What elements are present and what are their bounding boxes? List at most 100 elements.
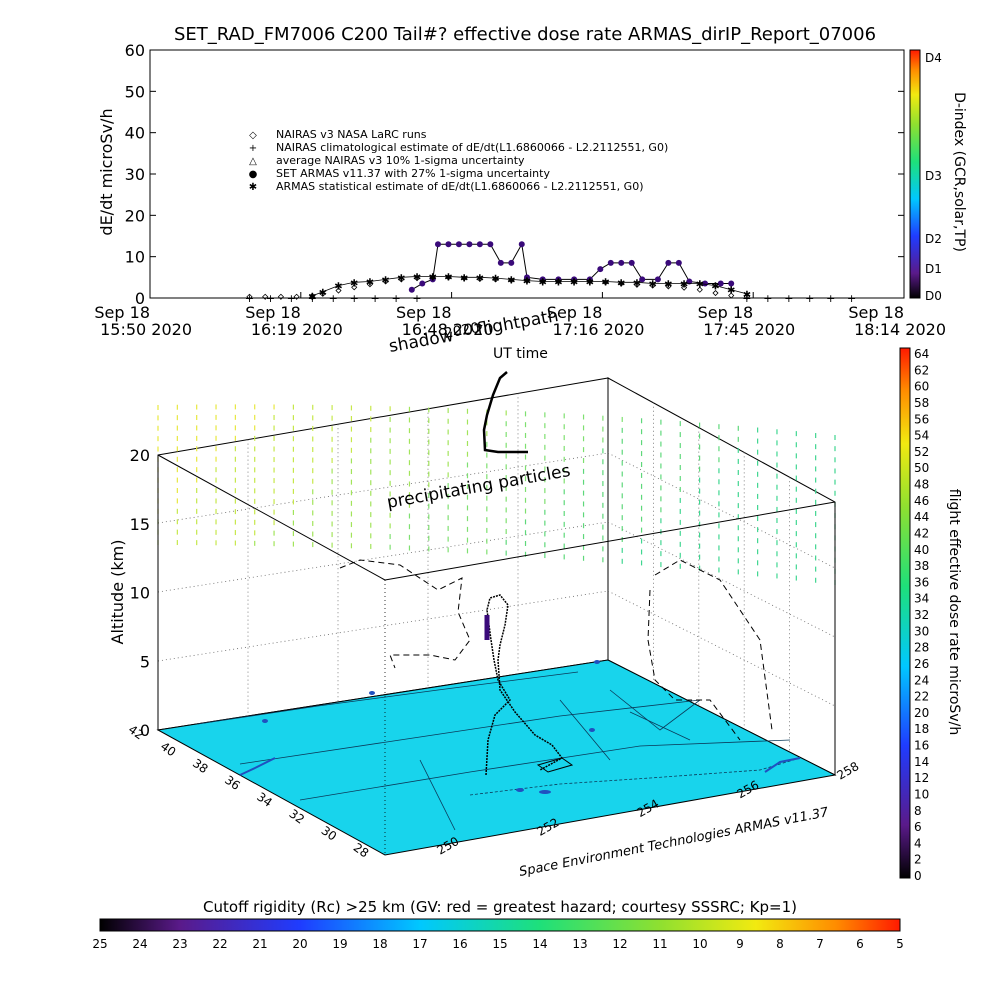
floor-border-line <box>609 689 701 731</box>
dose-rate-tick-label: 62 <box>914 363 929 377</box>
dose-rate-tick-label: 56 <box>914 412 929 426</box>
climatological-point: + <box>329 292 338 305</box>
longitude-tick-label: 258 <box>835 759 862 783</box>
statistical-point: ✱ <box>507 275 515 286</box>
cutoff-rigidity-tick-label: 11 <box>652 937 667 951</box>
flight-path <box>482 371 574 776</box>
nairas-point <box>665 283 672 290</box>
cruise-segment <box>482 371 528 454</box>
floor-border-line <box>419 759 456 831</box>
armas-point <box>497 259 504 266</box>
climatological-point: + <box>266 292 275 305</box>
statistical-point: ✱ <box>648 280 656 291</box>
climatological-point: + <box>287 292 296 305</box>
climatological-point: + <box>412 292 421 305</box>
x-tick-time: 16:19 2020 <box>251 320 343 339</box>
statistical-point: ✱ <box>350 278 358 289</box>
annotation-flightpath: flightpath <box>475 306 560 340</box>
nairas-point <box>445 274 452 281</box>
dose-rate-tick-label: 34 <box>914 592 929 606</box>
armas-point <box>434 241 441 248</box>
y-tick-label: 40 <box>125 124 145 143</box>
nairas-point <box>728 292 735 299</box>
climatological-point: + <box>245 292 254 305</box>
nairas-point <box>602 279 609 286</box>
climatological-point: + <box>805 292 814 305</box>
cutoff-rigidity-tick-label: 6 <box>856 937 864 951</box>
cutoff-rigidity-tick-label: 17 <box>412 937 427 951</box>
dose-rate-tick-label: 44 <box>914 510 929 524</box>
armas-point <box>508 259 515 266</box>
dose-rate-tick-label: 8 <box>914 804 922 818</box>
statistical-point: ✱ <box>429 273 437 284</box>
lake-shape <box>539 790 551 794</box>
dose-rate-tick-label: 6 <box>914 820 922 834</box>
cutoff-rigidity-tick-label: 18 <box>372 937 387 951</box>
altitude-tick-label: 15 <box>130 515 150 534</box>
dose-rate-tick-label: 60 <box>914 380 929 394</box>
lake-shape <box>516 788 524 792</box>
statistical-point: ✱ <box>334 282 342 293</box>
dose-rate-tick-label: 22 <box>914 690 929 704</box>
statistical-point: ✱ <box>696 280 704 291</box>
nairas-point <box>413 275 421 282</box>
floor-water-bodies <box>239 660 801 794</box>
nairas-point <box>293 293 300 300</box>
x-tick-date: Sep 18 <box>94 303 150 322</box>
legend-symbol: + <box>249 143 257 154</box>
legend-symbol: ● <box>249 169 258 180</box>
lake-shape <box>589 728 595 732</box>
dose-rate-tick-label: 58 <box>914 396 929 410</box>
cutoff-rigidity-tick-label: 20 <box>292 937 307 951</box>
cutoff-rigidity-tick-label: 21 <box>252 937 267 951</box>
armas-point <box>466 241 473 248</box>
d-index-colorbar <box>909 49 921 299</box>
cutoff-rigidity-tick-label: 25 <box>92 937 107 951</box>
dose-rate-tick-label: 54 <box>914 429 929 443</box>
climatological-point: + <box>350 292 359 305</box>
d-index-colorbar-ticks: D4 D3 D2 D1 D0 <box>925 51 942 303</box>
altitude-label: Altitude (km) <box>108 540 127 645</box>
dose-rate-tick-label: 18 <box>914 722 929 736</box>
nairas-point <box>319 290 326 297</box>
armas-point <box>654 276 661 283</box>
nairas-point <box>277 293 284 300</box>
cutoff-rigidity-tick-label: 23 <box>172 937 187 951</box>
dose-rate-tick-label: 38 <box>914 559 929 573</box>
cutoff-rigidity-tick-label: 13 <box>572 937 587 951</box>
y-tick-label: 10 <box>125 248 145 267</box>
nairas-point <box>523 277 531 284</box>
legend-label: ARMAS statistical estimate of dE/dt(L1.6… <box>276 180 643 193</box>
lake-shape <box>764 757 801 773</box>
legend-label: SET ARMAS v11.37 with 27% 1-sigma uncert… <box>276 167 550 180</box>
y-tick-label: 0 <box>135 289 145 308</box>
dose-rate-tick-label: 40 <box>914 543 929 557</box>
armas-point <box>717 280 724 287</box>
dose-rate-colorbar <box>899 347 911 879</box>
dose-rate-tick-label: 52 <box>914 445 929 459</box>
cutoff-rigidity-tick-label: 22 <box>212 937 227 951</box>
nairas-point <box>398 276 405 283</box>
climatological-point: + <box>826 292 835 305</box>
statistical-point: ✱ <box>743 290 751 301</box>
dose-rate-tick-label: 50 <box>914 461 929 475</box>
x-tick-date: Sep 18 <box>848 303 904 322</box>
climatological-point: + <box>784 292 793 305</box>
dose-rate-tick-label: 14 <box>914 755 929 769</box>
time-series-series: ✱ ✱✱ ✱ ✱ ✱ ✱ ✱ ✱ ✱ ✱ ✱ ✱ ✱ ✱ ✱ ✱ ✱ ✱ ✱ ✱ ✱ ✱ ✱ ✱ ✱ ✱ ✱ ✱+ + + + + + + + + + +… <box>245 241 856 305</box>
y-tick-label: 60 <box>125 41 145 60</box>
x-tick-date: Sep 18 <box>396 303 452 322</box>
grid-line <box>607 521 836 638</box>
top-edge-line <box>384 501 836 581</box>
cutoff-rigidity-colorbar-group: Cutoff rigidity (Rc) >25 km (GV: red = g… <box>92 898 903 951</box>
lake-shape <box>239 757 276 776</box>
dose-rate-tick-label: 30 <box>914 624 929 638</box>
x-tick-time: 15:50 2020 <box>100 320 192 339</box>
time-series-y-label: dE/dt microSv/h <box>97 108 116 235</box>
x-tick-date: Sep 18 <box>698 303 754 322</box>
nairas-point <box>539 278 546 285</box>
floor-border-line <box>299 739 791 801</box>
nairas-point <box>649 282 656 289</box>
